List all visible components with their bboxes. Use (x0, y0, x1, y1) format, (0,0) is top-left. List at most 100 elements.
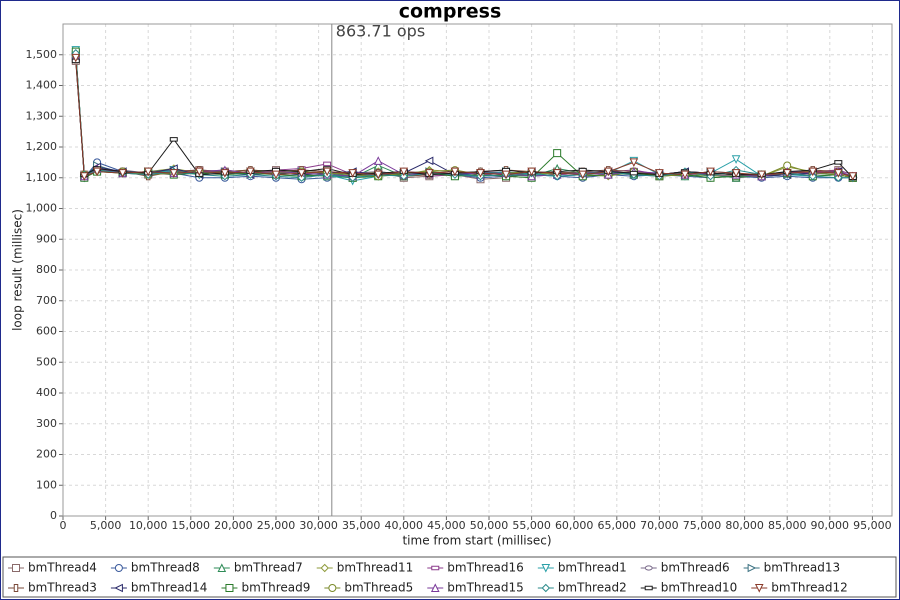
marker (848, 172, 858, 181)
marker (217, 563, 227, 572)
marker (246, 167, 255, 177)
marker (399, 167, 409, 177)
legend-label: bmThread7 (234, 561, 303, 575)
marker (220, 169, 230, 178)
marker (450, 167, 460, 177)
legend-item: bmThread9 (221, 581, 310, 595)
marker (541, 564, 551, 573)
x-tick-label: 75,000 (683, 519, 722, 532)
legend-label: bmThread15 (447, 581, 524, 595)
marker (603, 167, 613, 177)
marker (71, 53, 81, 63)
legend-item: bmThread6 (640, 561, 730, 575)
marker (541, 583, 551, 593)
legend-item: bmThread7 (213, 561, 303, 575)
marker (13, 584, 19, 592)
marker (114, 583, 123, 593)
marker (527, 167, 536, 177)
y-tick-label: 200 (36, 448, 57, 461)
marker (225, 584, 234, 592)
marker (754, 584, 764, 593)
legend-item: bmThread8 (110, 561, 200, 575)
legend-item: bmThread15 (427, 581, 524, 595)
annotation: 863.71 ops (336, 22, 425, 41)
x-tick-label: 25,000 (257, 519, 296, 532)
chart-title: compress (399, 1, 502, 23)
marker (348, 169, 357, 178)
marker (553, 149, 562, 158)
marker (169, 137, 178, 142)
x-tick-label: 30,000 (299, 519, 338, 532)
legend-item: bmThread14 (110, 581, 208, 595)
legend-label: bmThread1 (558, 561, 627, 575)
marker (834, 160, 843, 165)
legend-label: bmThread16 (447, 561, 524, 575)
marker (430, 583, 440, 592)
y-tick-label: 1,500 (26, 48, 58, 61)
legend-label: bmThread2 (558, 581, 627, 595)
marker (808, 167, 818, 177)
x-tick-label: 95,000 (853, 519, 892, 532)
x-tick-label: 20,000 (214, 519, 253, 532)
marker (328, 584, 337, 592)
y-tick-label: 900 (36, 232, 57, 245)
marker (195, 167, 204, 177)
y-tick-label: 300 (36, 417, 57, 430)
marker (731, 155, 741, 164)
marker (271, 170, 281, 180)
y-tick-label: 1,000 (26, 202, 58, 215)
x-axis-label: time from start (millisec) (402, 534, 551, 548)
legend-label: bmThread13 (764, 561, 841, 575)
legend-item: bmThread1 (537, 561, 627, 575)
legend-label: bmThread4 (28, 561, 97, 575)
y-tick-label: 400 (36, 386, 57, 399)
legend-item: bmThread12 (751, 581, 848, 595)
legend-label: bmThread9 (241, 581, 310, 595)
y-tick-label: 700 (36, 294, 57, 307)
marker (373, 170, 383, 180)
x-tick-label: 15,000 (172, 519, 211, 532)
legend-label: bmThread14 (131, 581, 208, 595)
marker (373, 156, 383, 165)
x-tick-label: 85,000 (768, 519, 807, 532)
legend-label: bmThread10 (661, 581, 738, 595)
x-tick-label: 65,000 (598, 519, 637, 532)
marker (644, 565, 653, 571)
x-tick-label: 40,000 (385, 519, 424, 532)
legend-item: bmThread5 (324, 581, 413, 595)
legend: bmThread4 bmThread8 bmThread7 bmThread11 bmT… (8, 561, 848, 595)
y-tick-label: 1,400 (26, 79, 58, 92)
marker (476, 169, 485, 178)
y-tick-label: 800 (36, 263, 57, 276)
legend-label: bmThread6 (661, 561, 730, 575)
marker (320, 563, 329, 573)
marker (706, 167, 715, 177)
x-tick-label: 60,000 (555, 519, 594, 532)
x-tick-label: 55,000 (512, 519, 551, 532)
marker (834, 169, 843, 178)
marker (629, 170, 638, 176)
plot-area (62, 23, 893, 517)
x-tick-label: 45,000 (427, 519, 466, 532)
marker (629, 158, 639, 167)
marker (92, 167, 102, 177)
x-tick-label: 70,000 (640, 519, 679, 532)
marker (425, 169, 434, 178)
y-tick-label: 500 (36, 355, 57, 368)
y-axis-label: loop result (millisec) (11, 209, 25, 331)
x-tick-label: 90,000 (811, 519, 850, 532)
legend-item: bmThread11 (316, 561, 414, 575)
marker (731, 169, 741, 178)
y-tick-label: 1,200 (26, 140, 58, 153)
marker (644, 585, 653, 591)
x-tick-label: 0 (60, 519, 67, 532)
y-tick-label: 600 (36, 325, 57, 338)
legend-item: bmThread3 (8, 581, 97, 595)
legend-item: bmThread13 (743, 561, 841, 575)
marker (297, 169, 306, 178)
legend-label: bmThread11 (337, 561, 414, 575)
marker (578, 170, 588, 180)
marker (552, 169, 562, 178)
marker (431, 565, 440, 571)
